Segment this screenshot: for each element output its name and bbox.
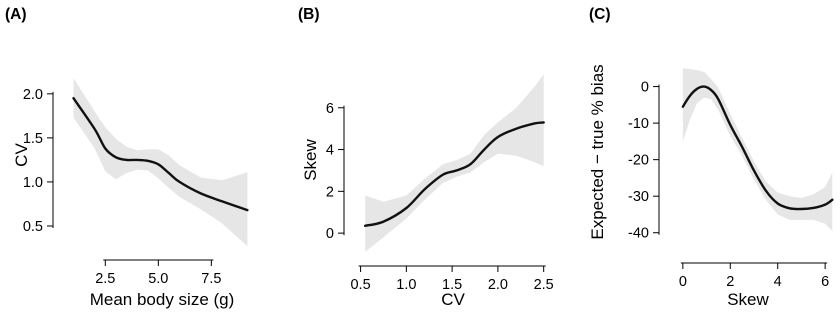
panel-c: 0 2 4 6 0 -10 -20 -30 -40 Skew Expected − true % b… (588, 6, 834, 309)
x-tick-label: 2 (726, 274, 734, 290)
x-axis-title-b: CV (441, 290, 465, 309)
x-tick-label: 7.5 (201, 271, 221, 287)
panel-b: 0.5 1.0 1.5 2.0 2.5 0 2 4 6 CV Skew (B) (298, 6, 554, 309)
fit-curve-c (681, 85, 834, 211)
x-tick-label: 1.5 (442, 277, 462, 293)
y-tick-label: 4 (326, 143, 334, 159)
confidence-band-c (682, 68, 833, 231)
x-tick-label: 2.0 (488, 277, 508, 293)
x-axis-title-a: Mean body size (g) (90, 290, 235, 309)
y-tick-label: 0.5 (23, 219, 43, 235)
x-tick-label: 4 (774, 274, 782, 290)
y-tick-label: -30 (628, 189, 649, 205)
panel-label-c: (C) (589, 6, 611, 23)
x-tick-label: 2.5 (534, 277, 554, 293)
y-tick-label: -40 (628, 226, 649, 242)
confidence-band-b (365, 74, 544, 252)
panel-label-b: (B) (298, 6, 320, 23)
panel-label-a: (A) (5, 6, 27, 23)
y-tick-label: 2 (326, 184, 334, 200)
y-tick-label: 0 (641, 80, 649, 96)
y-tick-label: 1.5 (23, 131, 43, 147)
panel-a: 2.5 5.0 7.5 0.5 1.0 1.5 2.0 Mean body size (g) C… (5, 6, 249, 309)
y-tick-label: 1.0 (23, 175, 43, 191)
x-axis-title-c: Skew (727, 290, 769, 309)
x-tick-label: 1.0 (396, 277, 416, 293)
y-axis-title-b: Skew (301, 138, 320, 180)
x-tick-label: 0 (679, 274, 687, 290)
y-tick-label: -20 (628, 153, 649, 169)
x-tick-label: 2.5 (95, 271, 115, 287)
y-tick-label: -10 (628, 116, 649, 132)
y-axis-title-c: Expected − true % bias (588, 64, 607, 239)
x-tick-label: 0.5 (350, 277, 370, 293)
y-tick-label: 6 (326, 101, 334, 117)
y-tick-label: 0 (326, 226, 334, 242)
fit-curve-a (72, 97, 249, 212)
x-tick-label: 5.0 (148, 271, 168, 287)
fit-curve-b (364, 121, 545, 227)
y-tick-label: 2.0 (23, 87, 43, 103)
y-axis-title-a: CV (12, 143, 31, 167)
x-tick-label: 6 (821, 274, 829, 290)
confidence-band-a (73, 78, 248, 247)
